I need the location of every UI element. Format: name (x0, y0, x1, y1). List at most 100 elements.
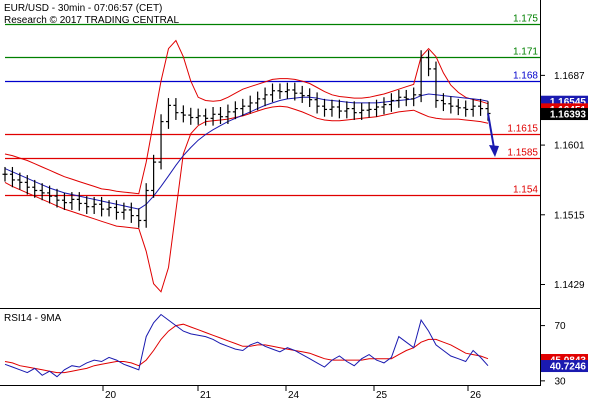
price-bar (329, 99, 335, 117)
price-bar (225, 104, 231, 125)
moving-average-path (4, 93, 489, 210)
moving-average-line (4, 93, 489, 210)
price-bar (463, 100, 469, 117)
time-axis-label: 26 (470, 390, 482, 400)
price-bar (403, 89, 409, 107)
forecast-arrow-head (489, 145, 499, 157)
price-bar (299, 85, 305, 103)
rsi-badge-label: 40.7246 (550, 362, 587, 373)
price-bar (47, 185, 53, 204)
price-bar (136, 208, 142, 228)
price-bar (76, 192, 82, 211)
price-bar (180, 105, 186, 123)
rsi-badge (541, 360, 588, 373)
price-axis-label: 1.1429 (554, 280, 585, 291)
forecast-arrow (487, 113, 499, 157)
rsi-badges: 45.084340.7246 (541, 354, 588, 373)
price-bar (284, 82, 290, 99)
time-axis-label: 21 (200, 390, 212, 400)
price-badge-label: 1.16393 (550, 110, 587, 121)
price-bar (418, 50, 424, 103)
price-bar (106, 200, 112, 217)
price-bar (344, 101, 350, 119)
price-bar (217, 106, 223, 125)
price-axis-label: 1.1687 (554, 71, 585, 82)
price-panel: 1.175 1.171 1.168 1.1615 1.1585 1.154 1.1687 1… (2, 14, 588, 293)
price-bar (99, 196, 105, 217)
level-label: 1.1585 (507, 148, 538, 159)
time-axis-label: 25 (376, 390, 388, 400)
price-bar (470, 98, 476, 117)
bollinger-lower-line (4, 105, 489, 293)
price-bar (455, 98, 461, 116)
price-bar (121, 202, 127, 220)
price-bar (61, 192, 67, 210)
bollinger-upper-band (4, 39, 489, 195)
price-bar (433, 61, 439, 108)
price-bar (374, 99, 380, 117)
price-bar (240, 98, 246, 116)
price-bar (277, 83, 283, 99)
price-bar (151, 154, 157, 198)
price-bar (54, 188, 60, 208)
bollinger-upper-line (4, 39, 489, 195)
level-label: 1.171 (513, 47, 538, 58)
rsi-ma-line (4, 323, 489, 374)
price-badge (541, 108, 588, 121)
price-bar (336, 99, 342, 119)
chart-header-copyright: Research © 2017 TRADING CENTRAL (4, 15, 179, 26)
price-bar (203, 108, 209, 126)
price-bar (351, 101, 357, 120)
chart-header-title: EUR/USD - 30min - 07:06:57 (CET) (4, 3, 162, 14)
price-bar (448, 96, 454, 114)
rsi-line (4, 313, 489, 378)
price-bar (270, 83, 276, 103)
price-bar (188, 107, 194, 125)
price-bar (39, 183, 45, 201)
rsi-panel: RSI14 - 9MA 70 30 45.084340.7246 (4, 313, 588, 387)
price-bar (359, 102, 365, 120)
price-bar (165, 98, 171, 129)
bollinger-lower-band (4, 105, 489, 293)
price-bar (2, 166, 8, 182)
price-bar (158, 114, 164, 170)
price-bar (388, 93, 394, 112)
price-bar (17, 172, 23, 190)
price-bar (128, 202, 134, 223)
rsi-axis-label: 70 (554, 321, 566, 332)
price-bar (210, 106, 216, 126)
price-bar (314, 92, 320, 114)
price-bar (426, 50, 432, 77)
level-label: 1.154 (513, 185, 538, 196)
price-bar (366, 102, 372, 118)
price-bar (84, 196, 90, 214)
price-bar (307, 88, 313, 107)
price-bar (69, 192, 75, 210)
price-bar (143, 183, 149, 228)
level-label: 1.175 (513, 14, 538, 25)
price-bar (247, 95, 253, 114)
price-bar (91, 196, 97, 214)
price-axis-label: 1.1601 (554, 141, 585, 152)
price-bar (195, 108, 201, 125)
price-bar (411, 87, 417, 107)
price-bar (232, 101, 238, 120)
price-bar (255, 91, 261, 111)
price-axis-label: 1.1515 (554, 210, 585, 221)
rsi-ma-path (4, 323, 489, 374)
forecast-arrow-shaft (487, 113, 495, 149)
price-bar (478, 98, 484, 116)
price-bar (113, 200, 119, 220)
rsi-path (4, 313, 489, 378)
price-bar (262, 87, 268, 107)
rsi-panel-title: RSI14 - 9MA (4, 313, 62, 324)
time-axis-label: 20 (105, 390, 117, 400)
time-axis-label: 24 (288, 390, 300, 400)
price-bar (322, 98, 328, 117)
price-bar (32, 179, 38, 198)
rsi-axis-label: 30 (554, 376, 566, 387)
price-bar (24, 175, 30, 195)
price-bar (173, 98, 179, 120)
price-bar (292, 82, 298, 101)
